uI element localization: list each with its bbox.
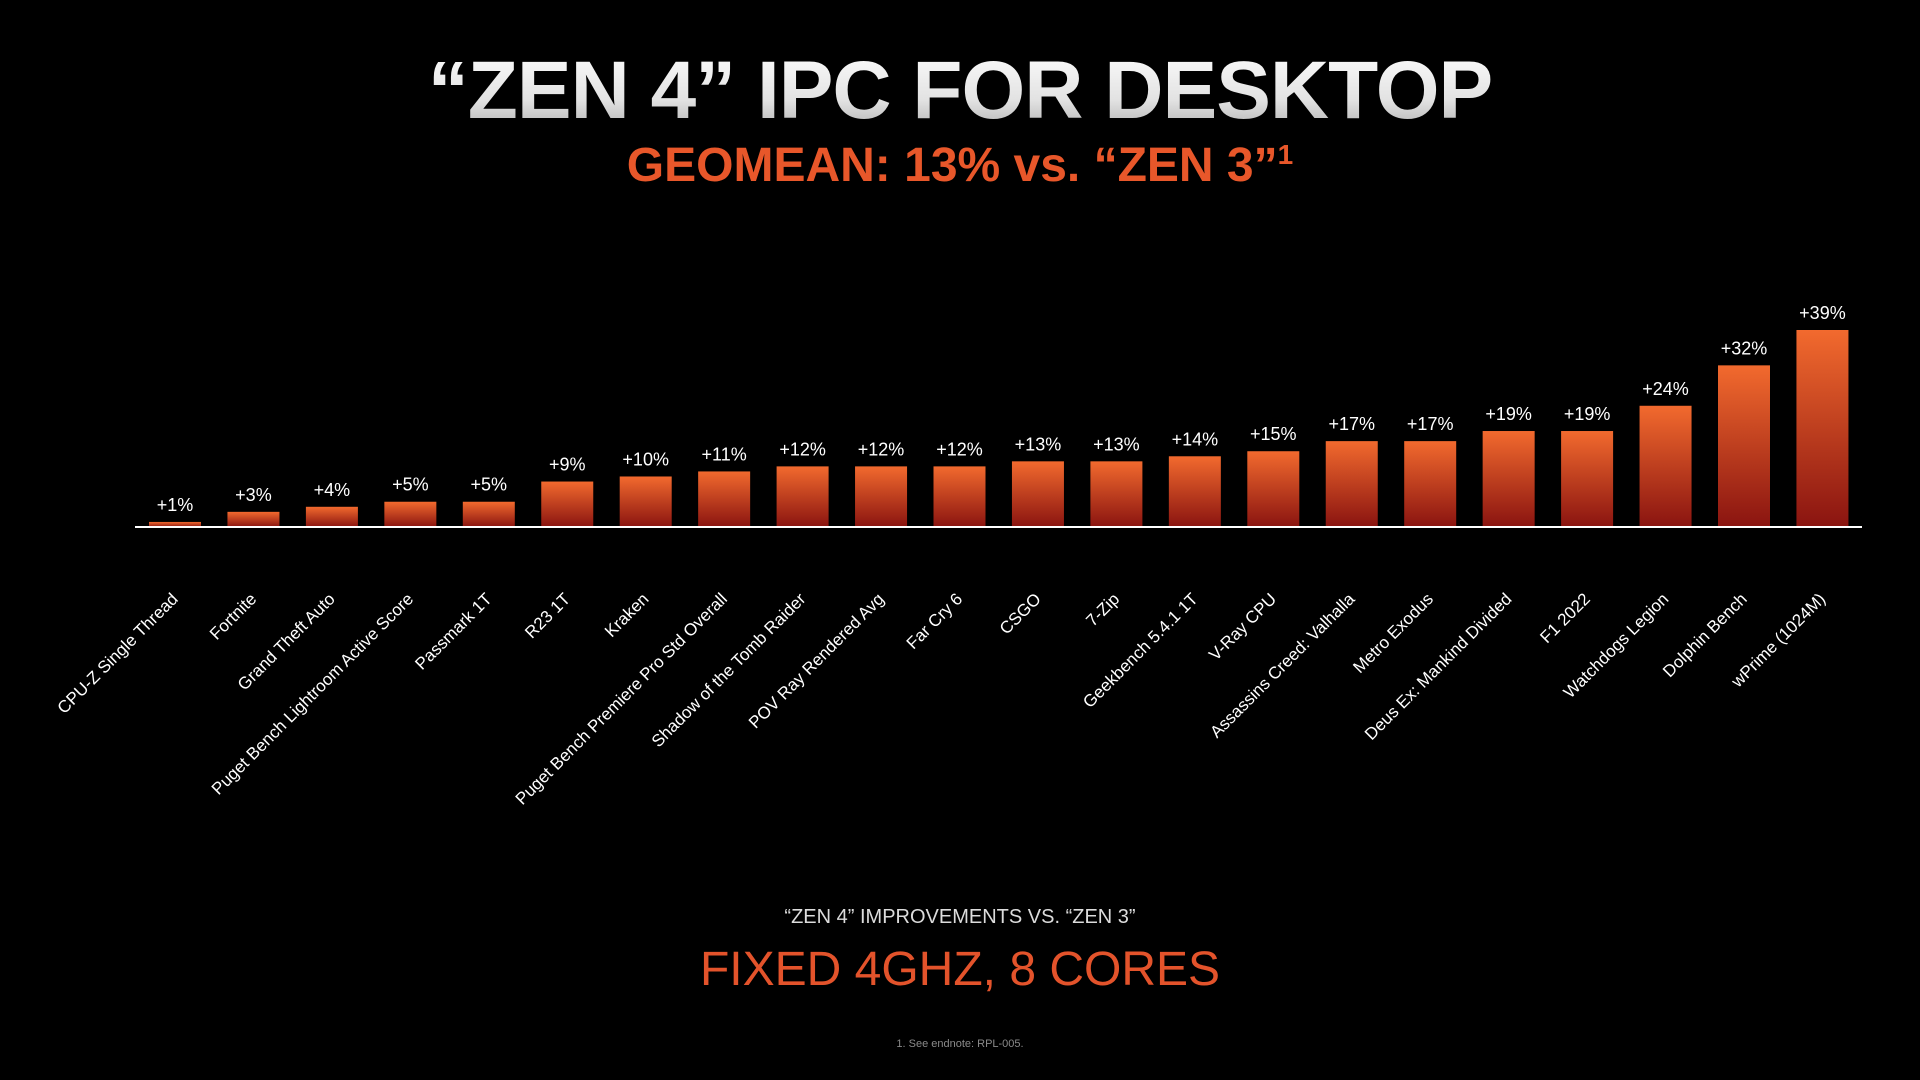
- footnote: 1. See endnote: RPL-005.: [896, 1038, 1024, 1050]
- bar-2: [305, 506, 358, 527]
- value-label-20: +32%: [1721, 338, 1768, 358]
- value-label-10: +12%: [936, 439, 983, 459]
- value-label-17: +19%: [1485, 404, 1532, 424]
- value-label-4: +5%: [471, 475, 508, 495]
- subtitle-text: GEOMEAN: 13% vs. “ZEN 3”: [626, 139, 1278, 192]
- bar-19: [1639, 405, 1692, 527]
- value-label-19: +24%: [1642, 379, 1689, 399]
- category-label-12: 7-Zip: [1082, 589, 1123, 630]
- bar-1: [227, 511, 280, 527]
- value-label-21: +39%: [1799, 303, 1846, 323]
- bar-9: [855, 466, 908, 527]
- category-label-0: CPU-Z Single Thread: [54, 589, 182, 717]
- bar-7: [698, 471, 751, 527]
- bar-15: [1325, 441, 1378, 527]
- category-label-9: POV Ray Rendered Avg: [745, 589, 888, 732]
- bar-6: [619, 476, 672, 527]
- value-label-7: +11%: [702, 444, 747, 464]
- bar-8: [776, 466, 829, 527]
- bar-chart: +1% +3% +4% +5% +5% +9% +10% +11% +12% +12% +12% +1…: [54, 303, 1862, 809]
- bar-21: [1796, 330, 1849, 527]
- category-label-5: R23 1T: [521, 589, 574, 642]
- value-label-14: +15%: [1250, 424, 1297, 444]
- category-label-11: CSGO: [996, 589, 1045, 638]
- category-label-15: Assassins Creed: Valhalla: [1206, 589, 1359, 742]
- bar-17: [1482, 431, 1535, 527]
- chart-caption: “ZEN 4” IMPROVEMENTS VS. “ZEN 3”: [784, 906, 1136, 928]
- category-label-14: V-Ray CPU: [1205, 589, 1280, 664]
- category-label-18: F1 2022: [1536, 589, 1594, 647]
- value-label-18: +19%: [1564, 404, 1611, 424]
- bar-18: [1561, 431, 1614, 527]
- value-label-1: +3%: [235, 485, 272, 505]
- bars-group: [149, 330, 1849, 527]
- value-label-15: +17%: [1328, 414, 1375, 434]
- category-label-17: Deus Ex: Mankind Divided: [1361, 589, 1515, 743]
- value-label-13: +14%: [1172, 429, 1219, 449]
- category-label-1: Fortnite: [206, 589, 260, 643]
- bar-20: [1718, 365, 1770, 527]
- test-conditions: FIXED 4GHZ, 8 CORES: [699, 943, 1221, 996]
- bar-13: [1168, 456, 1221, 527]
- category-label-4: Passmark 1T: [411, 589, 495, 673]
- bar-5: [541, 481, 594, 527]
- bar-16: [1404, 441, 1457, 527]
- value-label-0: +1%: [157, 495, 194, 515]
- category-label-6: Kraken: [601, 589, 653, 641]
- category-label-16: Metro Exodus: [1349, 589, 1437, 677]
- bar-11: [1011, 461, 1064, 527]
- subtitle-footnote-marker: 1: [1277, 139, 1294, 170]
- bar-14: [1247, 451, 1300, 527]
- value-label-16: +17%: [1407, 414, 1454, 434]
- value-label-2: +4%: [314, 480, 351, 500]
- value-label-9: +12%: [858, 439, 905, 459]
- bar-10: [933, 466, 986, 527]
- value-label-6: +10%: [622, 449, 669, 469]
- bar-0: [149, 521, 201, 527]
- value-label-11: +13%: [1015, 434, 1062, 454]
- slide-title: “ZEN 4” IPC FOR DESKTOP: [0, 44, 1920, 138]
- category-label-8: Shadow of the Tomb Raider: [648, 589, 810, 751]
- bar-12: [1090, 461, 1143, 527]
- category-label-10: Far Cry 6: [903, 589, 967, 653]
- bar-4: [462, 501, 515, 527]
- value-labels-group: +1% +3% +4% +5% +5% +9% +10% +11% +12% +12% +12% +1…: [157, 303, 1846, 515]
- bar-3: [384, 501, 437, 527]
- value-label-5: +9%: [549, 455, 586, 475]
- value-label-12: +13%: [1093, 434, 1140, 454]
- value-label-8: +12%: [779, 439, 826, 459]
- slide-subtitle: GEOMEAN: 13% vs. “ZEN 3”1: [0, 138, 1920, 193]
- value-label-3: +5%: [392, 475, 429, 495]
